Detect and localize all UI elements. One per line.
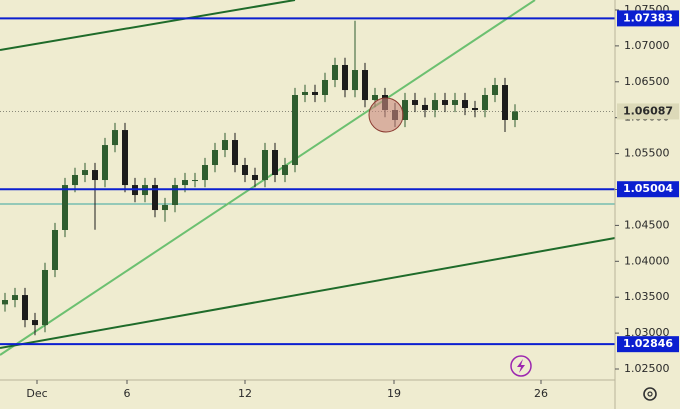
y-tick-label: 1.04000 bbox=[624, 254, 670, 267]
candle-body bbox=[362, 70, 368, 101]
candle-body bbox=[462, 100, 468, 108]
candle-body bbox=[242, 165, 248, 175]
candle-body bbox=[352, 70, 358, 91]
candle-body bbox=[372, 95, 378, 101]
y-tick-label: 1.02500 bbox=[624, 362, 670, 375]
candle-body bbox=[112, 130, 118, 146]
level-label: 1.02846 bbox=[623, 337, 673, 350]
candle-body bbox=[152, 185, 158, 211]
y-tick-label: 1.07000 bbox=[624, 39, 670, 52]
price-label-bg bbox=[617, 103, 679, 120]
level-label: 1.07383 bbox=[623, 11, 673, 24]
candle-body bbox=[312, 91, 318, 95]
level-label-bg bbox=[617, 336, 679, 353]
candle-body bbox=[52, 229, 58, 270]
y-tick-label: 1.03500 bbox=[624, 290, 670, 303]
candle-body bbox=[452, 100, 458, 105]
candle-body bbox=[72, 174, 78, 186]
candle-body bbox=[222, 140, 228, 151]
axes: 1.02500 1.03000 1.03500 1.04000 1.04500 1.050… bbox=[26, 3, 679, 400]
candle-body bbox=[172, 185, 178, 206]
x-tick-label: 19 bbox=[387, 387, 401, 400]
y-tick-label: 1.05500 bbox=[624, 147, 670, 160]
candle-body bbox=[252, 174, 258, 181]
candle-body bbox=[472, 107, 478, 111]
candle-body bbox=[322, 79, 328, 95]
x-tick-label: 12 bbox=[238, 387, 252, 400]
gear bbox=[643, 387, 657, 401]
candle-body bbox=[2, 300, 8, 305]
candle-body bbox=[162, 205, 168, 211]
candle-body bbox=[212, 150, 218, 166]
trendline bbox=[0, 0, 296, 51]
candle-body bbox=[502, 85, 508, 120]
candle-body bbox=[42, 269, 48, 326]
trendline bbox=[0, 237, 616, 350]
candle-body bbox=[82, 170, 88, 175]
candle-body bbox=[432, 100, 438, 111]
candle-body bbox=[122, 130, 128, 186]
candle-body bbox=[422, 104, 428, 111]
x-tick-label: 26 bbox=[534, 387, 548, 400]
candle-body bbox=[12, 295, 18, 301]
candle-body bbox=[92, 170, 98, 181]
x-tick-label: Dec bbox=[26, 387, 47, 400]
candle-body bbox=[402, 100, 408, 120]
y-tick-label: 1.06500 bbox=[624, 75, 670, 88]
candle-body bbox=[232, 140, 238, 166]
candle-body bbox=[202, 165, 208, 181]
gear-center bbox=[647, 391, 653, 397]
level-label-bg bbox=[617, 181, 679, 198]
candle-body bbox=[492, 85, 498, 95]
level-label-bg bbox=[617, 10, 679, 27]
highlight-circle bbox=[368, 97, 404, 133]
candle-body bbox=[272, 150, 278, 175]
y-tick-label: 1.03000 bbox=[624, 326, 670, 339]
candle-body bbox=[342, 64, 348, 91]
candle-body bbox=[512, 111, 518, 120]
candle-body bbox=[282, 165, 288, 175]
level-label: 1.05004 bbox=[623, 182, 673, 195]
candle-body bbox=[182, 180, 188, 186]
candle-body bbox=[332, 64, 338, 80]
candle-body bbox=[412, 100, 418, 105]
y-tick-label: 1.04500 bbox=[624, 218, 670, 231]
candle-body bbox=[32, 320, 38, 326]
plot-area bbox=[0, 0, 616, 356]
candle-body bbox=[302, 91, 308, 95]
settings-icon[interactable] bbox=[643, 387, 657, 401]
price-label: 1.06087 bbox=[623, 104, 673, 117]
candle-body bbox=[442, 100, 448, 105]
candle-body bbox=[292, 95, 298, 166]
x-tick-label: 6 bbox=[124, 387, 131, 400]
candle-body bbox=[22, 295, 28, 321]
candle-body bbox=[102, 145, 108, 181]
candle-body bbox=[262, 150, 268, 181]
candle-body bbox=[482, 95, 488, 111]
lightning bbox=[517, 359, 525, 373]
candle-body bbox=[192, 180, 198, 182]
candle-body bbox=[62, 185, 68, 230]
